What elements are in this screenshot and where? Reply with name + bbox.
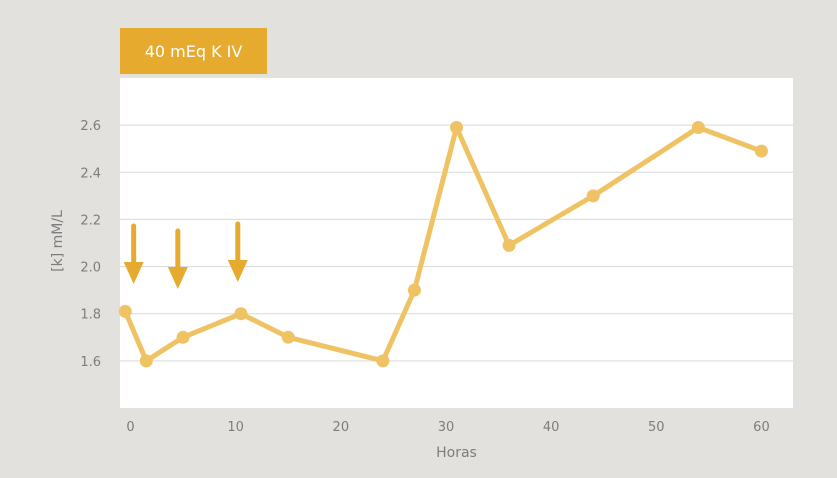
- data-point: [586, 189, 600, 203]
- dose-arrow: [227, 221, 248, 282]
- y-tick-labels: 1.6 1.8 2.0 2.2 2.4 2.6: [80, 119, 101, 370]
- y-tick-label: 1.6: [80, 355, 101, 370]
- dose-arrow: [167, 228, 188, 289]
- x-tick-label: 20: [333, 420, 350, 435]
- data-point: [118, 304, 132, 318]
- dose-arrow: [123, 223, 144, 284]
- data-point: [139, 354, 153, 368]
- data-point: [281, 330, 295, 344]
- data-point: [234, 307, 248, 321]
- y-tick-label: 2.2: [80, 213, 101, 228]
- x-tick-labels: 0 10 20 30 40 50 60: [126, 420, 769, 435]
- legend-40meq-k-iv: 40 mEq K IV: [120, 28, 267, 74]
- x-axis-label: Horas: [436, 445, 477, 461]
- data-point: [176, 330, 190, 344]
- x-tick-label: 10: [227, 420, 244, 435]
- x-tick-label: 0: [126, 420, 134, 435]
- y-axis-label: [k] mM/L: [50, 210, 66, 272]
- data-point: [754, 144, 768, 158]
- x-tick-label: 40: [543, 420, 560, 435]
- y-tick-label: 1.8: [80, 308, 101, 323]
- x-tick-label: 30: [438, 420, 455, 435]
- dose-arrows: [123, 221, 248, 289]
- data-point: [376, 354, 390, 368]
- y-tick-label: 2.4: [80, 166, 101, 181]
- y-tick-label: 2.6: [80, 119, 101, 134]
- x-tick-label: 60: [753, 420, 770, 435]
- data-point: [502, 238, 516, 252]
- data-points: [118, 121, 768, 368]
- data-point: [450, 121, 463, 134]
- x-tick-label: 50: [648, 420, 665, 435]
- series-line: [122, 125, 763, 364]
- data-point: [407, 283, 421, 297]
- data-point: [691, 121, 705, 134]
- y-tick-label: 2.0: [80, 261, 101, 276]
